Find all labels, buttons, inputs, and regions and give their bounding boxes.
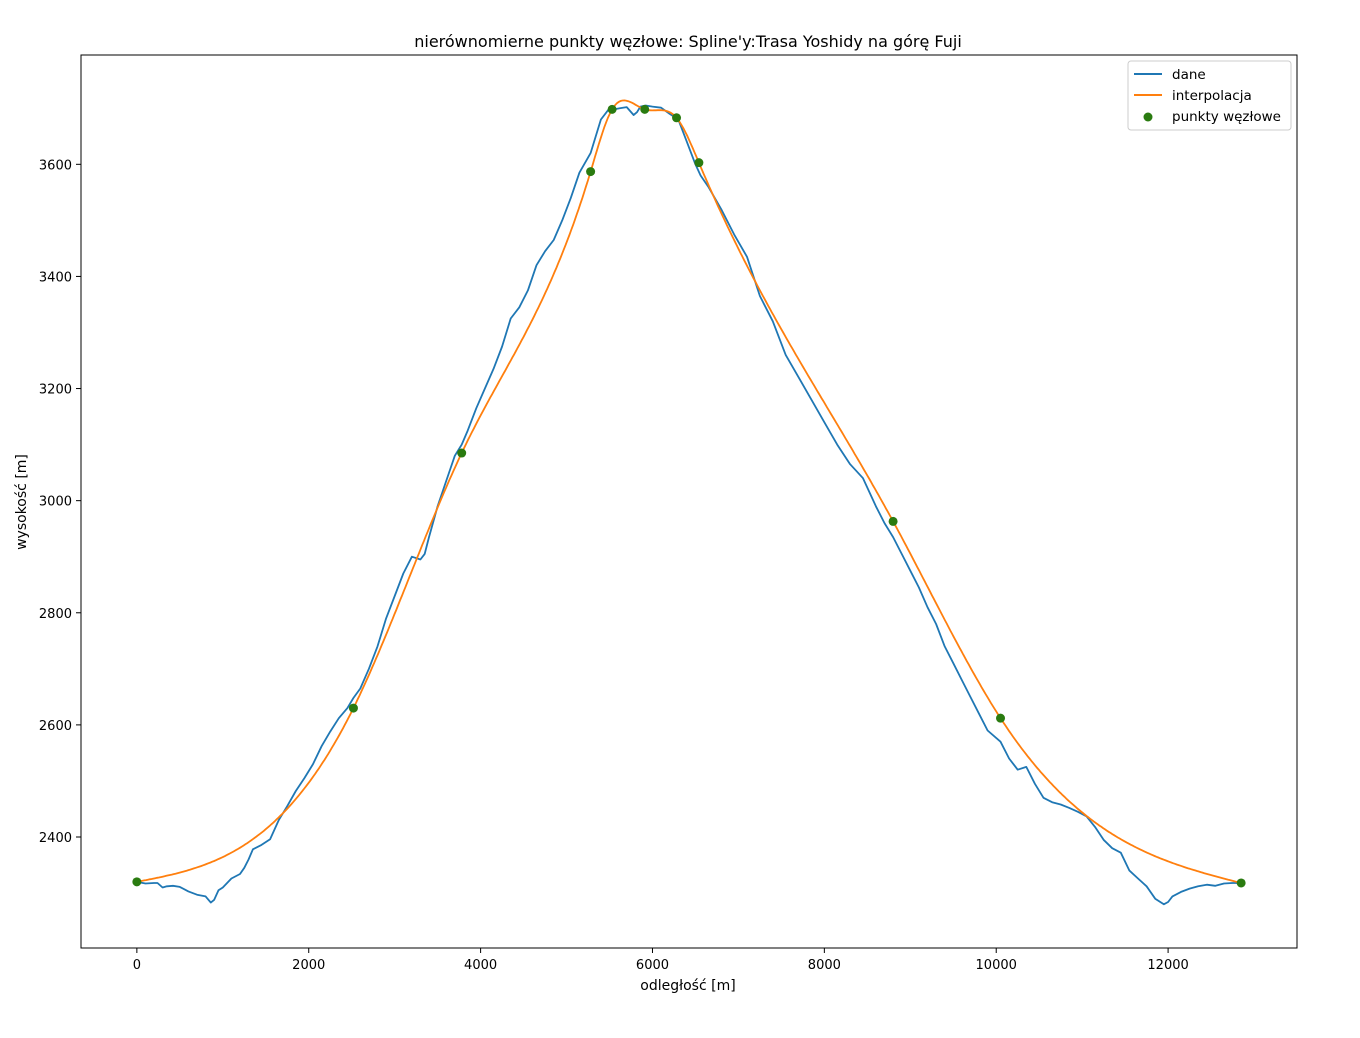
knot-point xyxy=(640,104,650,114)
y-axis: 2400 2600 2800 3000 3200 3400 3600 xyxy=(39,158,81,846)
y-tick-label: 2800 xyxy=(39,607,72,622)
knot-point xyxy=(607,104,617,114)
x-tick-label: 10000 xyxy=(976,958,1017,973)
x-axis: 0 2000 4000 6000 8000 10000 12000 xyxy=(133,948,1189,973)
legend-marker-punkty-wezlowe xyxy=(1143,112,1153,122)
x-tick-label: 4000 xyxy=(464,958,497,973)
knot-point xyxy=(694,158,704,168)
y-tick-label: 3400 xyxy=(39,270,72,285)
knot-point xyxy=(888,516,898,526)
y-tick-label: 3000 xyxy=(39,495,72,510)
legend-label-interpolacja: interpolacja xyxy=(1172,88,1252,104)
y-tick-label: 2600 xyxy=(39,719,72,734)
x-axis-label: odległość [m] xyxy=(640,978,735,994)
series-line-interpolacja xyxy=(136,99,1242,884)
legend-label-dane: dane xyxy=(1172,67,1206,83)
x-tick-label: 8000 xyxy=(808,958,841,973)
legend: dane interpolacja punkty węzłowe xyxy=(1127,60,1292,131)
x-tick-label: 12000 xyxy=(1147,958,1188,973)
knot-point xyxy=(586,167,596,177)
chart-title: nierównomierne punkty węzłowe: Spline'y:… xyxy=(414,32,962,51)
knot-point xyxy=(457,448,467,458)
y-tick-label: 3200 xyxy=(39,383,72,398)
series-line-dane xyxy=(136,104,1242,906)
knot-point xyxy=(132,877,142,887)
knot-point xyxy=(996,713,1006,723)
y-axis-label: wysokość [m] xyxy=(14,454,30,550)
knot-point xyxy=(672,113,682,123)
plot-frame xyxy=(80,54,1298,949)
x-tick-label: 2000 xyxy=(292,958,325,973)
x-tick-label: 0 xyxy=(133,958,141,973)
knot-point xyxy=(1236,878,1246,888)
knot-point xyxy=(348,703,358,713)
y-tick-label: 2400 xyxy=(39,831,72,846)
legend-box xyxy=(1127,60,1292,131)
legend-label-punkty-wezlowe: punkty węzłowe xyxy=(1172,109,1281,125)
plot-area xyxy=(132,99,1246,906)
x-tick-label: 6000 xyxy=(636,958,669,973)
y-tick-label: 3600 xyxy=(39,158,72,173)
